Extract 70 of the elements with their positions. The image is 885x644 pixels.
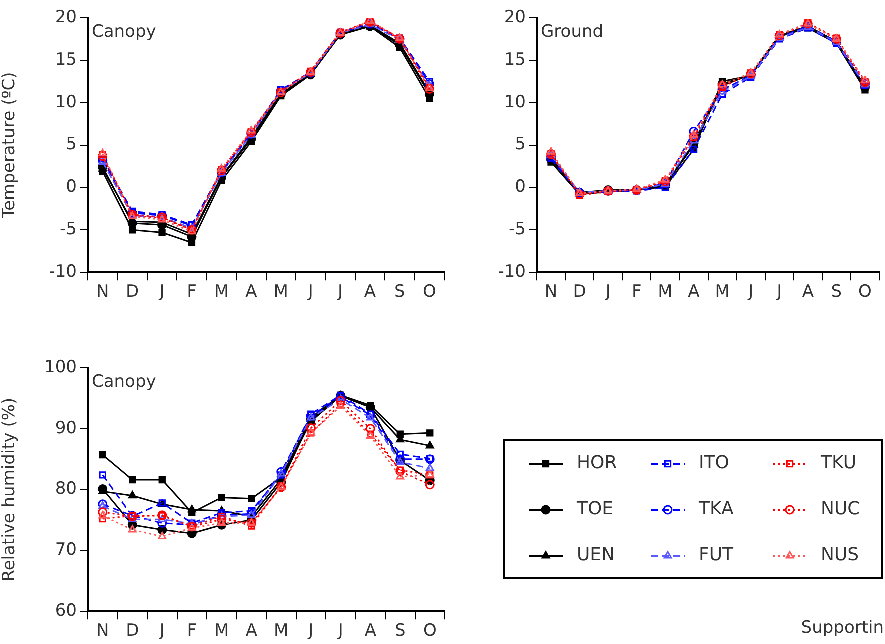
- x-tick-label: O: [423, 621, 437, 642]
- annotation: Canopy: [92, 372, 156, 392]
- x-tick-label: A: [246, 621, 258, 642]
- legend-label: TKA: [698, 498, 734, 520]
- annotation: Canopy: [92, 22, 156, 42]
- y-tick-label: -5: [509, 220, 526, 240]
- y-tick-label: 20: [55, 7, 77, 28]
- x-tick-label: J: [158, 621, 165, 642]
- x-tick-label: F: [187, 282, 197, 302]
- x-tick-label: O: [422, 282, 436, 302]
- x-tick-label: A: [364, 621, 377, 642]
- x-tick-label: S: [394, 282, 406, 302]
- y-tick-label: 70: [55, 540, 77, 560]
- y-tick-label: 10: [504, 92, 526, 112]
- x-tick-label: D: [573, 282, 586, 302]
- x-tick-label: F: [632, 282, 642, 302]
- text: Supportin: [801, 618, 884, 638]
- x-tick-label: M: [214, 282, 230, 302]
- x-tick-label: N: [96, 282, 110, 302]
- x-tick-label: A: [364, 282, 376, 302]
- x-tick-label: J: [337, 621, 344, 642]
- x-tick-label: A: [802, 282, 814, 302]
- y-axis-title: Relative humidity (%): [0, 398, 20, 582]
- y-axis-title: Temperature (ºC): [0, 72, 20, 220]
- legend-label: ITO: [699, 452, 730, 474]
- x-tick-label: M: [274, 621, 289, 642]
- x-tick-label: O: [858, 282, 872, 302]
- y-tick-label: 10: [55, 92, 77, 112]
- x-tick-label: J: [158, 282, 165, 302]
- y-tick-label: 15: [504, 50, 526, 70]
- x-tick-label: J: [307, 282, 314, 302]
- y-tick-label: 20: [504, 7, 526, 28]
- legend-label: NUS: [821, 544, 860, 566]
- y-tick-label: 100: [44, 357, 77, 378]
- legend-label: HOR: [577, 452, 618, 474]
- x-tick-label: S: [831, 282, 842, 302]
- y-tick-label: 5: [66, 134, 77, 155]
- x-tick-label: J: [308, 621, 314, 642]
- y-tick-label: 5: [515, 134, 526, 155]
- x-tick-label: M: [658, 282, 673, 302]
- legend-label: TKU: [820, 452, 856, 474]
- y-tick-label: 0: [515, 177, 526, 198]
- y-tick-label: -10: [498, 262, 526, 282]
- x-tick-label: D: [126, 621, 140, 642]
- legend-label: TOE: [576, 498, 614, 520]
- legend-label: FUT: [699, 544, 735, 566]
- y-tick-label: 60: [55, 601, 77, 622]
- x-tick-label: M: [715, 282, 730, 302]
- legend-label: NUC: [821, 498, 860, 520]
- x-tick-label: F: [187, 621, 198, 642]
- y-tick-label: 90: [55, 418, 77, 438]
- x-tick-label: J: [604, 282, 611, 302]
- x-tick-label: M: [274, 282, 288, 302]
- x-tick-label: J: [748, 282, 754, 302]
- y-tick-label: 80: [55, 479, 77, 500]
- x-tick-label: N: [96, 621, 110, 642]
- x-tick-label: J: [776, 282, 782, 302]
- x-tick-label: A: [688, 282, 700, 302]
- y-tick-label: -5: [60, 220, 77, 240]
- y-tick-label: -10: [49, 262, 77, 282]
- x-tick-label: J: [337, 282, 344, 302]
- x-tick-label: S: [394, 621, 406, 642]
- y-tick-label: 0: [66, 177, 77, 198]
- x-tick-label: D: [126, 282, 140, 302]
- legend-label: UEN: [577, 544, 616, 566]
- y-tick-label: 15: [55, 50, 77, 70]
- x-tick-label: A: [246, 282, 258, 302]
- x-tick-label: M: [214, 621, 230, 642]
- annotation: Ground: [541, 22, 604, 42]
- x-tick-label: N: [544, 282, 558, 302]
